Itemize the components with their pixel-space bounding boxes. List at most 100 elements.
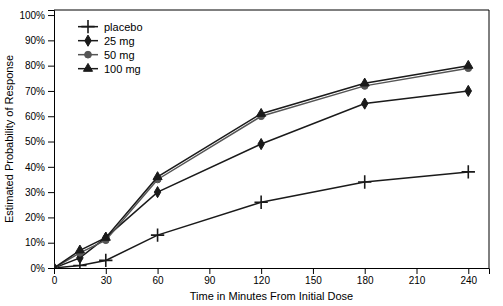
x-tick-mark <box>313 268 314 274</box>
y-tick: 60% <box>25 111 54 122</box>
x-tick-label: 120 <box>253 275 270 286</box>
x-axis-line <box>55 269 490 275</box>
legend-item: 50 mg <box>78 49 135 61</box>
y-tick-label: 0% <box>31 263 46 274</box>
series-marker <box>154 187 160 198</box>
y-tick-mark <box>48 217 54 218</box>
y-tick-mark <box>48 15 54 16</box>
x-tick-label: 30 <box>101 275 113 286</box>
x-tick-label: 180 <box>357 275 374 286</box>
y-tick-label: 80% <box>25 60 45 71</box>
y-tick-label: 100% <box>19 10 45 21</box>
x-tick: 180 <box>357 268 374 286</box>
x-tick: 240 <box>460 268 477 286</box>
series-marker <box>462 165 475 178</box>
legend-marker <box>83 63 92 71</box>
y-axis-line <box>48 11 55 269</box>
series-marker <box>54 263 59 268</box>
series-marker <box>360 78 369 86</box>
x-tick-mark <box>106 268 107 274</box>
y-tick-label: 40% <box>25 162 45 173</box>
legend-label: 25 mg <box>104 35 135 47</box>
series-marker <box>151 228 164 241</box>
y-tick-mark <box>48 243 54 244</box>
series-marker <box>99 254 112 267</box>
x-tick-label: 210 <box>409 275 426 286</box>
x-axis-title: Time in Minutes From Initial Dose <box>190 290 353 302</box>
y-tick-label: 20% <box>25 212 45 223</box>
series-marker <box>101 232 110 240</box>
y-tick-mark <box>48 268 54 269</box>
y-tick-mark <box>48 91 54 92</box>
y-axis-title: Estimated Probability of Response <box>3 55 15 223</box>
series-marker <box>464 60 473 68</box>
y-tick-label: 50% <box>25 136 45 147</box>
series-marker <box>361 98 367 109</box>
series-line <box>54 66 468 268</box>
series-marker <box>258 138 264 149</box>
y-axis: 0% 10% 20% 30% 40% 50% 60% 70% 80% 90% 100% <box>19 10 54 274</box>
legend-marker <box>85 35 91 46</box>
plot-area <box>54 60 475 268</box>
x-tick-label: 240 <box>460 275 477 286</box>
x-tick-label: 60 <box>153 275 165 286</box>
y-tick-label: 70% <box>25 86 45 97</box>
plot-frame <box>54 10 489 268</box>
x-tick: 120 <box>253 268 270 286</box>
y-tick-label: 60% <box>25 111 45 122</box>
legend-label: placebo <box>104 21 143 33</box>
x-tick-label: 90 <box>204 275 216 286</box>
y-tick: 50% <box>25 136 54 147</box>
series-marker <box>254 196 267 209</box>
x-tick: 210 <box>409 268 426 286</box>
x-tick: 90 <box>204 268 216 286</box>
legend-label: 50 mg <box>104 49 135 61</box>
x-tick: 60 <box>153 268 165 286</box>
x-tick-mark <box>158 268 159 274</box>
legend-item: placebo <box>78 20 143 33</box>
y-tick: 0% <box>31 263 54 274</box>
y-tick: 40% <box>25 162 54 173</box>
y-tick: 80% <box>25 60 54 71</box>
y-tick-mark <box>48 192 54 193</box>
x-tick-label: 0 <box>52 275 58 286</box>
legend-marker <box>81 20 94 33</box>
y-tick-mark <box>48 40 54 41</box>
legend: placebo 25 mg 50 mg 100 mg <box>78 20 143 75</box>
y-tick: 10% <box>25 237 54 248</box>
series-marker <box>153 172 162 180</box>
x-axis: 0 30 60 90 120 150 180 210 240 <box>52 268 490 286</box>
series-marker <box>75 245 84 253</box>
y-tick: 30% <box>25 187 54 198</box>
x-tick-mark <box>417 268 418 274</box>
y-tick: 20% <box>25 212 54 223</box>
y-tick: 70% <box>25 86 54 97</box>
y-tick-label: 10% <box>25 237 45 248</box>
x-tick-label: 150 <box>305 275 322 286</box>
series-marker <box>358 175 371 188</box>
legend-item: 25 mg <box>78 35 135 47</box>
series-line <box>54 91 468 268</box>
series-line <box>54 68 468 268</box>
series-line <box>54 172 468 268</box>
series-marker <box>257 108 266 116</box>
x-tick-mark <box>468 268 469 274</box>
legend-item: 100 mg <box>78 63 141 75</box>
legend-marker <box>85 51 92 58</box>
legend-label: 100 mg <box>104 63 141 75</box>
x-tick: 150 <box>305 268 322 286</box>
y-tick-label: 30% <box>25 187 45 198</box>
chart: 0 30 60 90 120 150 180 210 240 0% 10% 20% 30% 40% 50% 6… <box>0 0 503 306</box>
x-tick: 30 <box>101 268 113 286</box>
y-tick: 90% <box>25 35 54 46</box>
x-tick-mark <box>261 268 262 274</box>
y-tick-label: 90% <box>25 35 45 46</box>
y-tick-mark <box>48 116 54 117</box>
y-tick-mark <box>48 66 54 67</box>
y-tick-mark <box>48 167 54 168</box>
y-tick: 100% <box>19 10 54 21</box>
x-tick-mark <box>365 268 366 274</box>
series-marker <box>465 85 471 96</box>
x-tick-mark <box>209 268 210 274</box>
x-tick: 0 <box>52 268 58 286</box>
